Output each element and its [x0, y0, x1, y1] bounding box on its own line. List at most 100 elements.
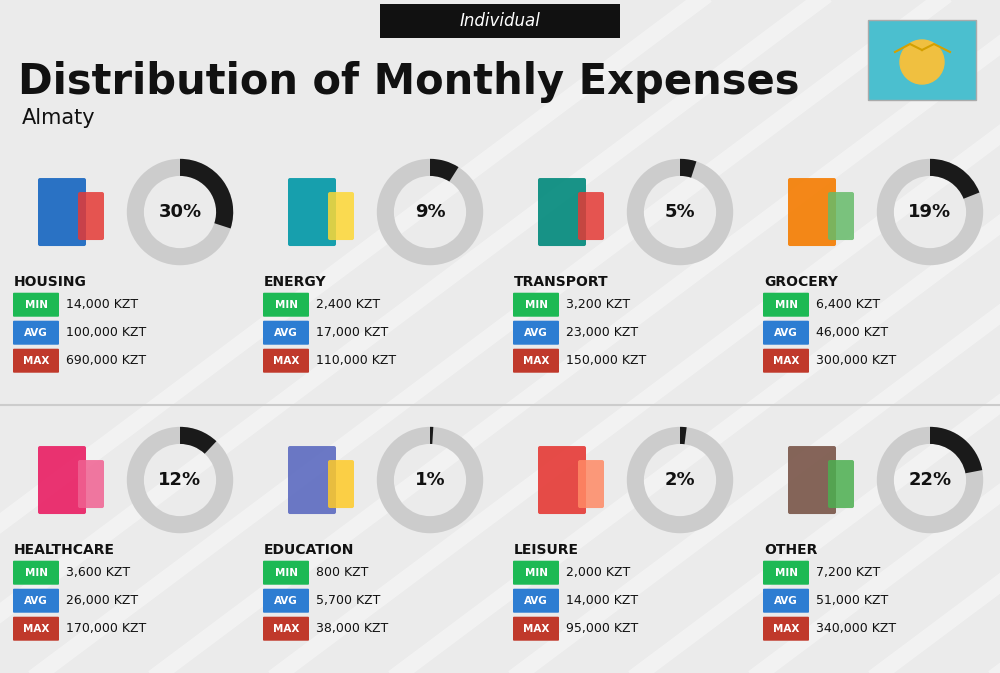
Text: 5%: 5%	[665, 203, 695, 221]
Text: 51,000 KZT: 51,000 KZT	[816, 594, 888, 607]
FancyBboxPatch shape	[763, 561, 809, 585]
Text: AVG: AVG	[524, 328, 548, 338]
FancyBboxPatch shape	[513, 321, 559, 345]
Text: MAX: MAX	[523, 356, 549, 365]
FancyBboxPatch shape	[788, 446, 836, 514]
Text: 30%: 30%	[158, 203, 202, 221]
FancyBboxPatch shape	[513, 293, 559, 317]
Text: MIN: MIN	[24, 299, 48, 310]
Text: 110,000 KZT: 110,000 KZT	[316, 354, 396, 367]
Text: LEISURE: LEISURE	[514, 542, 579, 557]
FancyBboxPatch shape	[328, 460, 354, 508]
Text: 2,400 KZT: 2,400 KZT	[316, 298, 380, 311]
FancyBboxPatch shape	[513, 616, 559, 641]
Text: AVG: AVG	[774, 328, 798, 338]
Wedge shape	[127, 159, 233, 265]
Text: AVG: AVG	[524, 596, 548, 606]
Text: Individual: Individual	[460, 12, 540, 30]
FancyBboxPatch shape	[763, 321, 809, 345]
FancyBboxPatch shape	[288, 446, 336, 514]
FancyBboxPatch shape	[13, 293, 59, 317]
Wedge shape	[377, 159, 483, 265]
Text: MIN: MIN	[524, 568, 548, 577]
Text: 14,000 KZT: 14,000 KZT	[566, 594, 638, 607]
Text: MAX: MAX	[773, 624, 799, 634]
Wedge shape	[877, 427, 983, 533]
FancyBboxPatch shape	[788, 178, 836, 246]
Text: MIN: MIN	[524, 299, 548, 310]
Text: 23,000 KZT: 23,000 KZT	[566, 326, 638, 339]
FancyBboxPatch shape	[513, 589, 559, 612]
Wedge shape	[127, 427, 233, 533]
Text: 3,600 KZT: 3,600 KZT	[66, 566, 130, 579]
Text: AVG: AVG	[274, 596, 298, 606]
Text: 7,200 KZT: 7,200 KZT	[816, 566, 880, 579]
FancyBboxPatch shape	[78, 460, 104, 508]
FancyBboxPatch shape	[13, 616, 59, 641]
Text: HOUSING: HOUSING	[14, 275, 87, 289]
FancyBboxPatch shape	[513, 561, 559, 585]
Text: 300,000 KZT: 300,000 KZT	[816, 354, 896, 367]
FancyBboxPatch shape	[828, 460, 854, 508]
FancyBboxPatch shape	[380, 4, 620, 38]
Wedge shape	[627, 159, 733, 265]
Wedge shape	[680, 427, 687, 444]
FancyBboxPatch shape	[288, 178, 336, 246]
Text: 1%: 1%	[415, 471, 445, 489]
Text: 26,000 KZT: 26,000 KZT	[66, 594, 138, 607]
Text: Distribution of Monthly Expenses: Distribution of Monthly Expenses	[18, 61, 800, 103]
Text: AVG: AVG	[24, 328, 48, 338]
Text: 800 KZT: 800 KZT	[316, 566, 368, 579]
Text: 3,200 KZT: 3,200 KZT	[566, 298, 630, 311]
Text: 17,000 KZT: 17,000 KZT	[316, 326, 388, 339]
FancyBboxPatch shape	[578, 192, 604, 240]
Text: 95,000 KZT: 95,000 KZT	[566, 623, 638, 635]
Text: MAX: MAX	[273, 356, 299, 365]
FancyBboxPatch shape	[538, 446, 586, 514]
FancyBboxPatch shape	[13, 349, 59, 373]
Text: 100,000 KZT: 100,000 KZT	[66, 326, 146, 339]
FancyBboxPatch shape	[328, 192, 354, 240]
Text: MIN: MIN	[274, 568, 298, 577]
Text: 170,000 KZT: 170,000 KZT	[66, 623, 146, 635]
Text: MAX: MAX	[23, 624, 49, 634]
Wedge shape	[627, 427, 733, 533]
Text: 14,000 KZT: 14,000 KZT	[66, 298, 138, 311]
Text: 19%: 19%	[908, 203, 952, 221]
Text: MIN: MIN	[774, 568, 798, 577]
FancyBboxPatch shape	[78, 192, 104, 240]
Text: Almaty: Almaty	[22, 108, 96, 128]
Wedge shape	[930, 427, 982, 473]
Wedge shape	[680, 159, 696, 178]
Wedge shape	[877, 159, 983, 265]
Text: 6,400 KZT: 6,400 KZT	[816, 298, 880, 311]
Text: MIN: MIN	[24, 568, 48, 577]
FancyBboxPatch shape	[763, 589, 809, 612]
Text: AVG: AVG	[24, 596, 48, 606]
Wedge shape	[180, 427, 216, 454]
FancyBboxPatch shape	[763, 349, 809, 373]
FancyBboxPatch shape	[263, 561, 309, 585]
Text: EDUCATION: EDUCATION	[264, 542, 354, 557]
Text: MAX: MAX	[523, 624, 549, 634]
Circle shape	[900, 40, 944, 84]
Text: MAX: MAX	[23, 356, 49, 365]
FancyBboxPatch shape	[868, 20, 976, 100]
Wedge shape	[930, 159, 979, 199]
Text: HEALTHCARE: HEALTHCARE	[14, 542, 115, 557]
Text: TRANSPORT: TRANSPORT	[514, 275, 609, 289]
FancyBboxPatch shape	[263, 349, 309, 373]
Wedge shape	[377, 427, 483, 533]
FancyBboxPatch shape	[538, 178, 586, 246]
FancyBboxPatch shape	[578, 460, 604, 508]
Text: AVG: AVG	[774, 596, 798, 606]
FancyBboxPatch shape	[763, 293, 809, 317]
Text: 690,000 KZT: 690,000 KZT	[66, 354, 146, 367]
FancyBboxPatch shape	[38, 178, 86, 246]
FancyBboxPatch shape	[828, 192, 854, 240]
Text: MAX: MAX	[273, 624, 299, 634]
Text: MAX: MAX	[773, 356, 799, 365]
Text: AVG: AVG	[274, 328, 298, 338]
Text: 340,000 KZT: 340,000 KZT	[816, 623, 896, 635]
Text: 5,700 KZT: 5,700 KZT	[316, 594, 380, 607]
